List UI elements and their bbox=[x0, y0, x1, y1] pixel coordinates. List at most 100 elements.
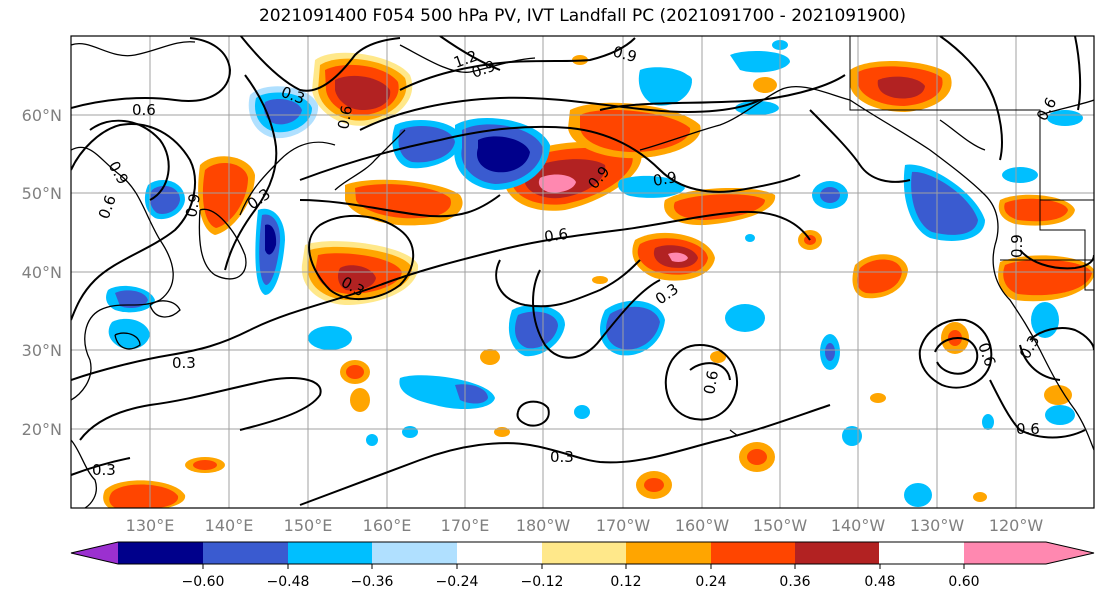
shade-negative bbox=[515, 311, 558, 349]
colorbar-tick-label: −0.36 bbox=[351, 574, 394, 590]
shade-negative bbox=[115, 290, 148, 308]
colorbar-tick-label: 0.48 bbox=[864, 574, 895, 590]
map-title: 2021091400 F054 500 hPa PV, IVT Landfall… bbox=[258, 6, 906, 26]
lat-label-40n: 40°N bbox=[22, 263, 62, 282]
lon-label: 170°W bbox=[596, 516, 651, 535]
colorbar-tick-label: 0.24 bbox=[695, 574, 726, 590]
map-frame bbox=[70, 35, 1095, 509]
lon-label: 150°E bbox=[284, 516, 333, 535]
lon-label: 120°W bbox=[989, 516, 1044, 535]
shade-negative bbox=[911, 171, 978, 235]
lon-label: 150°W bbox=[753, 516, 808, 535]
shade-negative bbox=[820, 187, 840, 203]
shade-negative bbox=[398, 126, 455, 163]
contour-label: 0.6 bbox=[1016, 420, 1040, 438]
colorbar-segment-6 bbox=[542, 542, 626, 564]
ivt-contours bbox=[71, 36, 1094, 506]
shade-positive bbox=[480, 349, 500, 365]
longitude-labels: 130°E 140°E 150°E 160°E 170°E 180°W 170°… bbox=[126, 516, 1044, 535]
shade-negative bbox=[308, 326, 352, 350]
shade-positive bbox=[973, 492, 987, 502]
shade-positive bbox=[1044, 385, 1072, 405]
shade-negative bbox=[735, 101, 779, 115]
shade-positive bbox=[335, 75, 391, 110]
shade-negative bbox=[1002, 167, 1038, 183]
colorbar: −0.60 −0.48 −0.36 −0.24 −0.12 0.12 0.24 … bbox=[70, 541, 1095, 590]
shade-negative bbox=[730, 50, 790, 73]
shade-negative bbox=[618, 175, 685, 198]
lon-label: 160°W bbox=[675, 516, 730, 535]
shade-positive bbox=[592, 276, 608, 284]
shade-positive bbox=[668, 252, 688, 262]
lon-label: 130°E bbox=[126, 516, 175, 535]
latitude-labels: 60°N 50°N 40°N 30°N 20°N bbox=[22, 106, 62, 439]
colorbar-tick-label: −0.48 bbox=[267, 574, 310, 590]
coastlines bbox=[71, 41, 1094, 508]
colorbar-tick-label: −0.12 bbox=[521, 574, 564, 590]
contour-label: 0.6 bbox=[700, 369, 722, 396]
shade-negative bbox=[402, 426, 418, 438]
shade-positive bbox=[753, 77, 777, 93]
lat-label-30n: 30°N bbox=[22, 341, 62, 360]
lat-label-20n: 20°N bbox=[22, 420, 62, 439]
shade-negative bbox=[745, 234, 755, 242]
shade-positive bbox=[710, 351, 726, 363]
contour-label: 0.6 bbox=[132, 101, 156, 119]
colorbar-segment-3 bbox=[288, 542, 372, 564]
shade-negative bbox=[366, 434, 378, 446]
colorbar-tick-label: −0.60 bbox=[182, 574, 225, 590]
lat-label-60n: 60°N bbox=[22, 106, 62, 125]
contour-label: 0.6 bbox=[334, 104, 356, 131]
shade-positive bbox=[538, 174, 576, 193]
shade-negative bbox=[476, 136, 530, 173]
shade-positive bbox=[346, 365, 364, 379]
colorbar-segment-10 bbox=[964, 542, 1094, 564]
colorbar-outline bbox=[70, 541, 1095, 565]
contour-label: 0.9 bbox=[611, 42, 639, 66]
lon-label: 130°W bbox=[910, 516, 965, 535]
shade-positive bbox=[877, 76, 925, 99]
shade-positive bbox=[857, 259, 902, 294]
colorbar-tick-label: 0.12 bbox=[610, 574, 641, 590]
colorbar-segment-5 bbox=[457, 542, 542, 564]
lon-label: 160°E bbox=[363, 516, 412, 535]
colorbar-segment-4 bbox=[372, 542, 457, 564]
colorbar-segment-7 bbox=[626, 542, 711, 564]
colorbar-segment-8 bbox=[711, 542, 795, 564]
contour-label: 0.9 bbox=[652, 168, 679, 190]
contour-label: 0.3 bbox=[550, 448, 574, 466]
shade-negative bbox=[1031, 302, 1059, 338]
lon-label: 170°E bbox=[441, 516, 490, 535]
contour-label: 0.3 bbox=[92, 461, 116, 479]
colorbar-segment-1 bbox=[118, 542, 203, 564]
shade-negative bbox=[672, 74, 692, 86]
shade-negative bbox=[825, 343, 835, 361]
shade-positive bbox=[870, 393, 886, 403]
contour-label: 0.9 bbox=[1008, 234, 1026, 258]
political-borders bbox=[849, 36, 1094, 291]
shade-negative bbox=[842, 426, 862, 446]
colorbar-tick-label: 0.60 bbox=[948, 574, 979, 590]
colorbar-ticks bbox=[202, 564, 965, 569]
shade-negative bbox=[904, 483, 932, 507]
contour-label: 0.9 bbox=[182, 192, 204, 219]
shade-positive bbox=[202, 163, 248, 228]
shade-negative bbox=[1045, 405, 1075, 425]
shade-negative bbox=[264, 98, 302, 125]
shade-negative bbox=[725, 304, 765, 332]
lon-label: 140°E bbox=[205, 516, 254, 535]
shade-negative bbox=[574, 405, 590, 419]
lon-label: 180°W bbox=[516, 516, 571, 535]
colorbar-segment-0 bbox=[71, 542, 118, 564]
colorbar-tick-label: −0.24 bbox=[436, 574, 479, 590]
contour-label: 0.6 bbox=[543, 225, 569, 246]
shade-positive bbox=[350, 388, 370, 412]
lon-label: 140°W bbox=[831, 516, 886, 535]
shade-negative bbox=[982, 414, 994, 430]
shade-positive bbox=[1004, 198, 1068, 222]
colorbar-segment-9 bbox=[795, 542, 879, 564]
shade-positive bbox=[673, 194, 765, 220]
shade-positive bbox=[747, 449, 767, 465]
colorbar-segment-2 bbox=[203, 542, 288, 564]
